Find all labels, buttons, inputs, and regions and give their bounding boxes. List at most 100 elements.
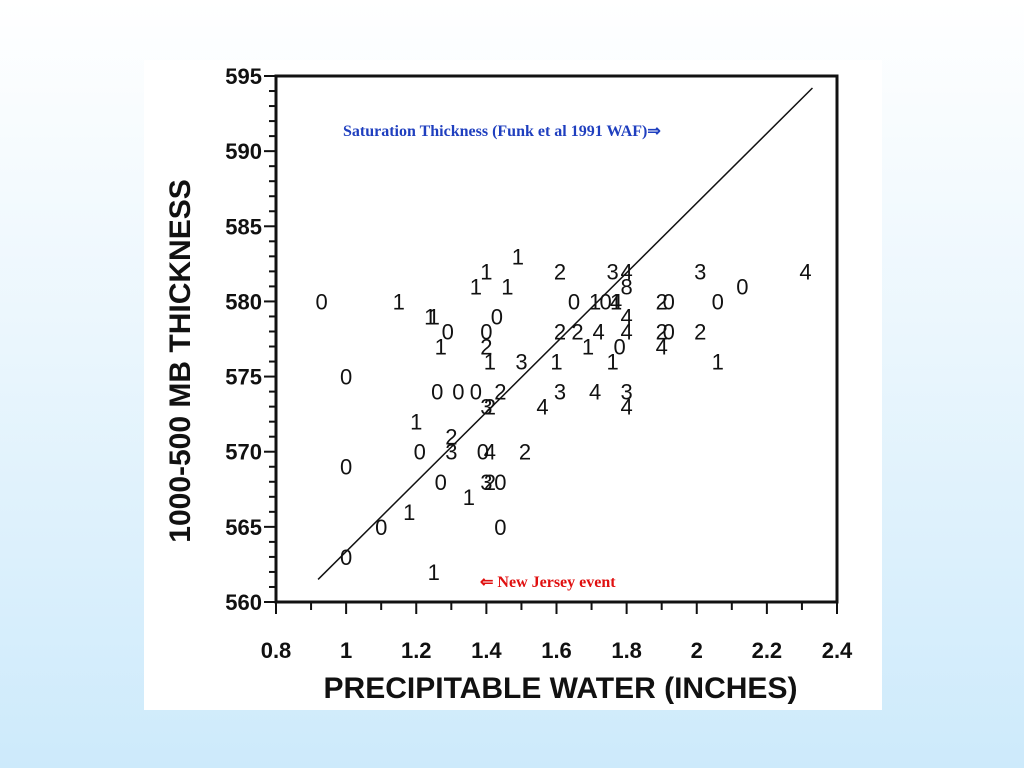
data-point: 2: [656, 319, 668, 344]
scatter-chart: 0.8 1 1.2 1.4 1.6 1.8 2 2.2 2.4 560 565 570 575 580 58…: [164, 64, 853, 705]
x-tick-label: 1.8: [611, 638, 642, 663]
data-point: 1: [463, 485, 475, 510]
saturation-thickness-annotation: Saturation Thickness (Funk et al 1991 WA…: [343, 123, 661, 140]
data-point: 1: [582, 335, 594, 360]
data-point: 1: [428, 304, 440, 329]
data-points: 0000011101110010230101010233142200021132…: [315, 244, 811, 585]
data-point: 2: [480, 335, 492, 360]
x-tick-label: 1.2: [401, 638, 432, 663]
data-point: 1: [589, 289, 601, 314]
data-point: 0: [340, 365, 352, 390]
new-jersey-event-annotation: ⇐ New Jersey event: [480, 574, 616, 591]
data-point: 3: [554, 380, 566, 405]
data-point: 1: [550, 350, 562, 375]
data-point: 3: [694, 259, 706, 284]
data-point: 2: [519, 440, 531, 465]
data-point: 0: [613, 335, 625, 360]
data-point: 1: [393, 289, 405, 314]
data-point: 0: [431, 380, 443, 405]
data-point: 3: [480, 470, 492, 495]
data-point: 0: [452, 380, 464, 405]
x-tick-label: 2.4: [822, 638, 853, 663]
data-point: 0: [470, 380, 482, 405]
data-point: 3: [621, 380, 633, 405]
y-tick-label: 565: [225, 515, 262, 540]
y-axis-title: 1000-500 MB THICKNESS: [164, 179, 197, 542]
data-point: 0: [442, 319, 454, 344]
data-point: 0: [477, 440, 489, 465]
data-point: 0: [491, 304, 503, 329]
data-point: 4: [484, 440, 496, 465]
data-point: 1: [424, 304, 436, 329]
y-tick-label: 575: [225, 365, 262, 390]
data-point: 0: [663, 319, 675, 344]
data-point: 3: [480, 395, 492, 420]
data-point: 0: [663, 289, 675, 314]
chart-panel: 0.8 1 1.2 1.4 1.6 1.8 2 2.2 2.4 560 565 570 575 580 58…: [144, 60, 882, 710]
data-point: 0: [315, 289, 327, 314]
data-point: 2: [656, 289, 668, 314]
data-point: 1: [403, 500, 415, 525]
data-point: 0: [435, 470, 447, 495]
data-point: 0: [568, 289, 580, 314]
data-point: 1: [428, 560, 440, 585]
x-tick-label: 1.4: [471, 638, 502, 663]
data-point: 2: [554, 319, 566, 344]
y-tick-label: 580: [225, 289, 262, 314]
y-tick-label: 590: [225, 139, 262, 164]
y-tick-label: 595: [225, 64, 262, 89]
data-point: 3: [445, 440, 457, 465]
data-point: 0: [375, 515, 387, 540]
data-point: 3: [606, 259, 618, 284]
y-tick-label: 585: [225, 214, 262, 239]
data-point: 0: [414, 440, 426, 465]
data-point: 2: [494, 380, 506, 405]
data-point: 2: [445, 425, 457, 450]
data-point: 0: [494, 515, 506, 540]
data-point: 2: [571, 319, 583, 344]
data-point: 1: [435, 335, 447, 360]
data-point: 1: [501, 274, 513, 299]
data-point: 0: [736, 274, 748, 299]
data-point: 4: [621, 319, 633, 344]
data-point: 4: [592, 319, 604, 344]
data-point: 1: [512, 244, 524, 269]
data-point: 1: [480, 259, 492, 284]
data-point: 0: [340, 545, 352, 570]
data-point: 1: [610, 289, 622, 314]
data-point: 0: [494, 470, 506, 495]
y-tick-label: 560: [225, 590, 262, 615]
x-axis-title: PRECIPITABLE WATER (INCHES): [324, 672, 798, 705]
data-point: 4: [799, 259, 811, 284]
x-tick-label: 0.8: [261, 638, 292, 663]
data-point: 1: [484, 350, 496, 375]
data-point: 3: [515, 350, 527, 375]
data-point: 4: [536, 395, 548, 420]
data-point: 4: [621, 395, 633, 420]
data-point: 0: [480, 319, 492, 344]
saturation-thickness-line: [317, 87, 813, 580]
x-tick-label: 2: [691, 638, 703, 663]
data-point: 8: [621, 274, 633, 299]
data-point: 2: [694, 319, 706, 344]
data-point: 2: [484, 470, 496, 495]
data-point: 2: [484, 395, 496, 420]
data-point: 1: [712, 350, 724, 375]
data-point: 4: [621, 304, 633, 329]
x-tick-label: 1: [340, 638, 352, 663]
data-point: 1: [470, 274, 482, 299]
saturation-line: [317, 87, 813, 580]
data-point: 2: [554, 259, 566, 284]
x-tick-label: 2.2: [752, 638, 783, 663]
data-point: 4: [621, 259, 633, 284]
data-point: 4: [656, 335, 668, 360]
data-point: 1: [410, 410, 422, 435]
data-point: 4: [589, 380, 601, 405]
y-tick-label: 570: [225, 440, 262, 465]
data-point: 0: [712, 289, 724, 314]
data-point: 0: [599, 289, 611, 314]
data-point: 4: [610, 289, 622, 314]
data-point: 0: [340, 455, 352, 480]
ticks: 0.8 1 1.2 1.4 1.6 1.8 2 2.2 2.4 560 565 570 575 580 58…: [225, 64, 853, 663]
